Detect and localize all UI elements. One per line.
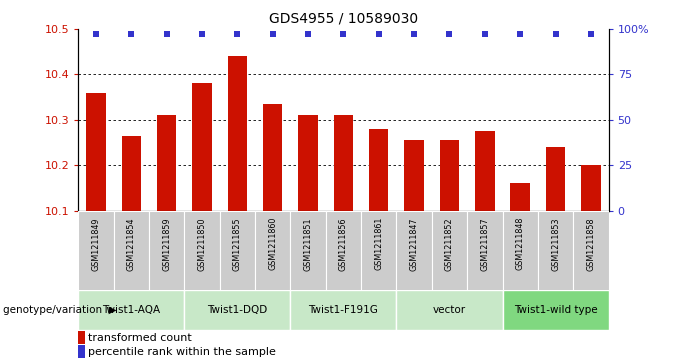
Text: transformed count: transformed count [88, 333, 192, 343]
Text: GSM1211857: GSM1211857 [480, 217, 490, 271]
Point [373, 32, 384, 37]
Bar [290, 211, 326, 292]
Point [90, 32, 101, 37]
Text: GSM1211851: GSM1211851 [303, 217, 313, 270]
Text: GSM1211855: GSM1211855 [233, 217, 242, 271]
Point [126, 32, 137, 37]
Point [338, 32, 349, 37]
Point [161, 32, 172, 37]
Bar [573, 211, 609, 292]
Text: Twist1-wild type: Twist1-wild type [514, 305, 597, 315]
Point [303, 32, 313, 37]
Bar [184, 211, 220, 292]
Bar [290, 290, 396, 330]
Text: GSM1211849: GSM1211849 [91, 217, 101, 270]
Bar [255, 211, 290, 292]
Bar [432, 211, 467, 292]
Bar [228, 56, 247, 211]
Bar [192, 83, 211, 211]
Point [515, 32, 526, 37]
Bar [546, 147, 565, 211]
Title: GDS4955 / 10589030: GDS4955 / 10589030 [269, 11, 418, 25]
Point [409, 32, 420, 37]
Bar [299, 115, 318, 211]
Point [585, 32, 596, 37]
Bar [263, 104, 282, 211]
Bar [149, 211, 184, 292]
Text: GSM1211847: GSM1211847 [409, 217, 419, 270]
Text: GSM1211860: GSM1211860 [268, 217, 277, 270]
Text: Twist1-DQD: Twist1-DQD [207, 305, 267, 315]
Text: GSM1211850: GSM1211850 [197, 217, 207, 270]
Text: GSM1211852: GSM1211852 [445, 217, 454, 271]
Text: genotype/variation  ▶: genotype/variation ▶ [3, 305, 117, 315]
Bar [440, 140, 459, 211]
Bar [475, 131, 494, 211]
Bar [122, 136, 141, 211]
Bar [581, 165, 600, 211]
Text: GSM1211856: GSM1211856 [339, 217, 348, 270]
Bar [326, 211, 361, 292]
Text: percentile rank within the sample: percentile rank within the sample [88, 347, 275, 357]
Bar [334, 115, 353, 211]
Bar [503, 211, 538, 292]
Text: GSM1211861: GSM1211861 [374, 217, 384, 270]
Text: GSM1211853: GSM1211853 [551, 217, 560, 270]
Point [232, 32, 243, 37]
Point [267, 32, 278, 37]
Bar [405, 140, 424, 211]
Bar [538, 211, 573, 292]
Text: GSM1211859: GSM1211859 [162, 217, 171, 271]
Bar [467, 211, 503, 292]
Text: vector: vector [433, 305, 466, 315]
Bar [511, 183, 530, 211]
Bar [220, 211, 255, 292]
Text: Twist1-AQA: Twist1-AQA [102, 305, 160, 315]
Bar [369, 129, 388, 211]
Bar [157, 115, 176, 211]
Bar [78, 331, 84, 344]
Point [444, 32, 455, 37]
Bar [396, 290, 503, 330]
Bar [78, 290, 184, 330]
Text: Twist1-F191G: Twist1-F191G [309, 305, 378, 315]
Bar [86, 93, 105, 211]
Bar [396, 211, 432, 292]
Bar [114, 211, 149, 292]
Bar [184, 290, 290, 330]
Bar [78, 211, 114, 292]
Text: GSM1211848: GSM1211848 [515, 217, 525, 270]
Bar [78, 346, 84, 359]
Bar [503, 290, 609, 330]
Point [550, 32, 561, 37]
Point [197, 32, 207, 37]
Text: GSM1211858: GSM1211858 [586, 217, 596, 270]
Point [479, 32, 490, 37]
Bar [361, 211, 396, 292]
Text: GSM1211854: GSM1211854 [126, 217, 136, 270]
